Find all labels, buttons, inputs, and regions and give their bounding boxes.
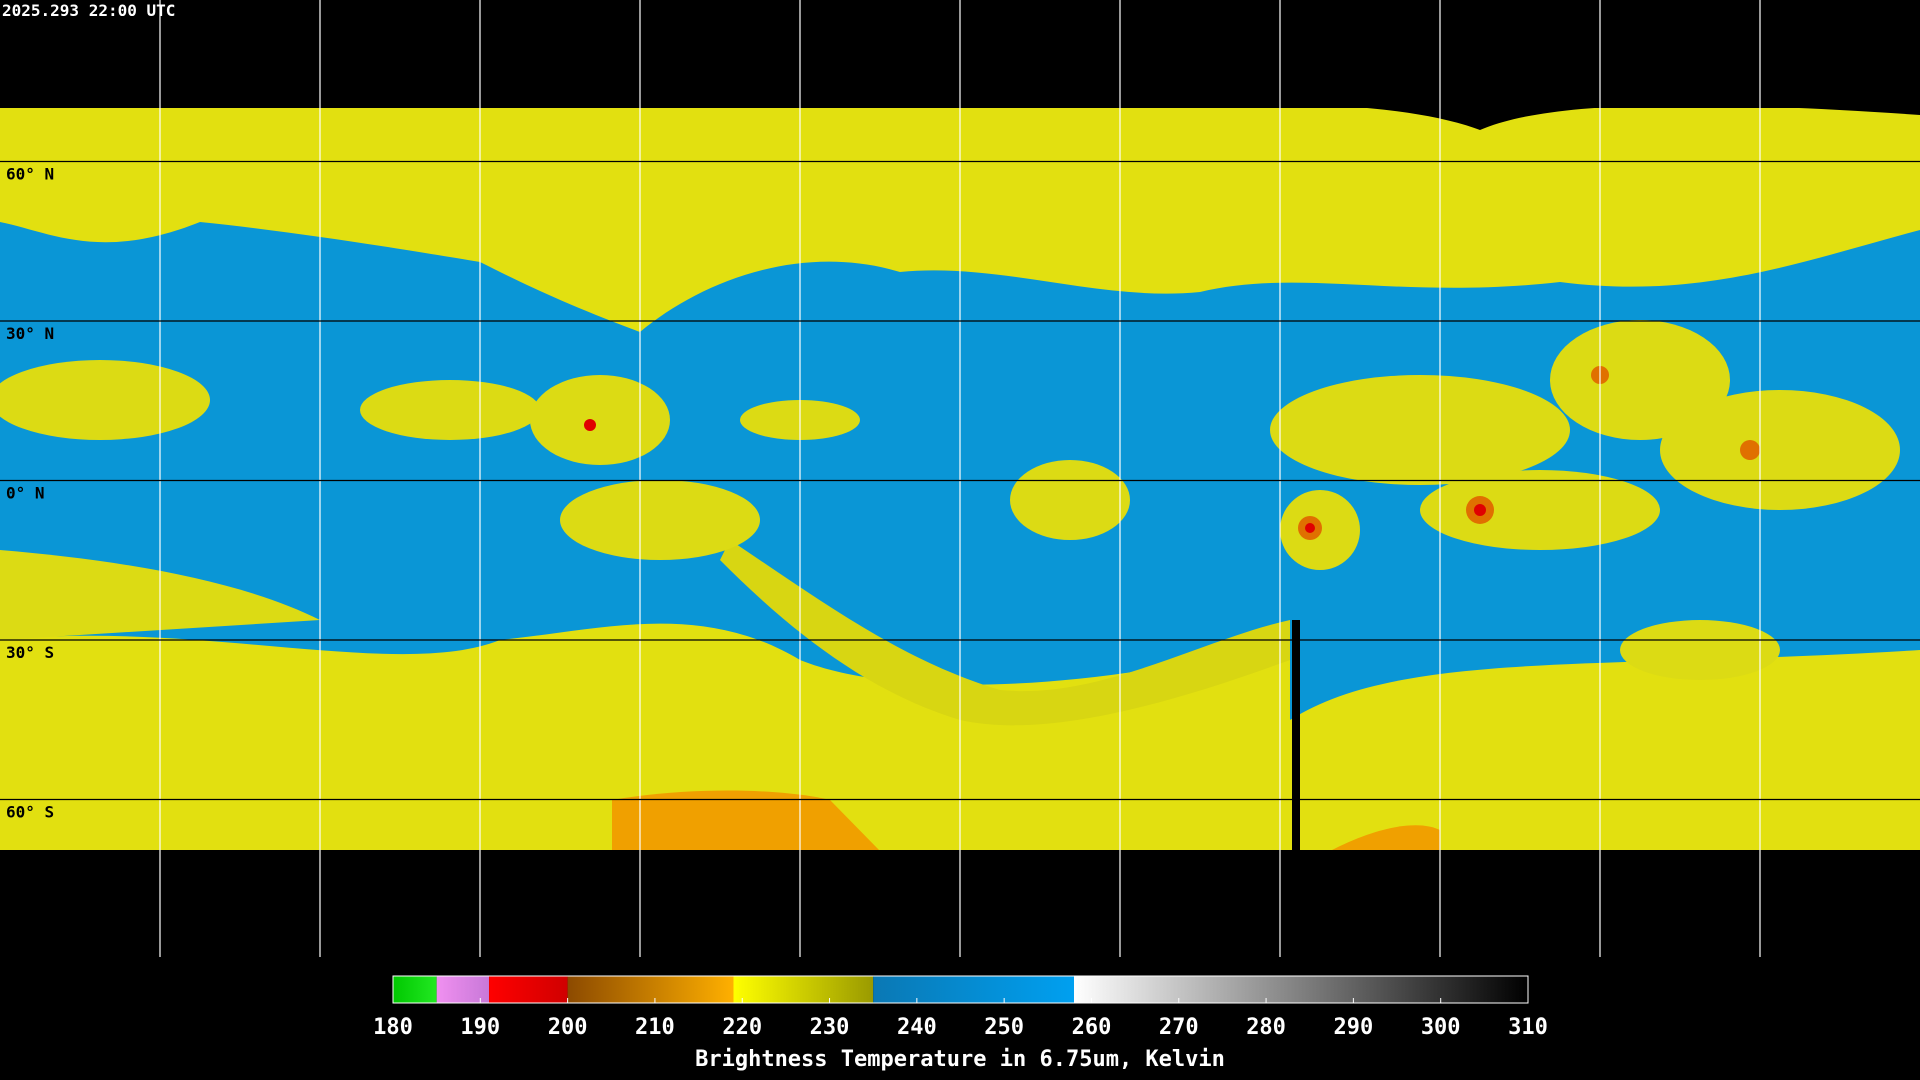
colorbar-segment — [567, 976, 734, 1003]
colorbar-segment — [489, 976, 568, 1003]
latitude-label: 30° S — [6, 643, 54, 662]
timestamp: 2025.293 22:00 UTC — [2, 1, 175, 20]
colorbar-segment — [393, 976, 437, 1003]
colorbar-tick-label: 240 — [897, 1015, 937, 1040]
latitude-label: 0° N — [6, 484, 45, 503]
colorbar-tick-label: 200 — [548, 1015, 588, 1040]
colorbar-tick-label: 280 — [1246, 1015, 1286, 1040]
cold-anomaly — [612, 790, 880, 851]
colorbar-tick-label: 220 — [722, 1015, 762, 1040]
colorbar-tick-label: 210 — [635, 1015, 675, 1040]
colorbar-tick-label: 180 — [373, 1015, 413, 1040]
latitude-label: 30° N — [6, 324, 54, 343]
colorbar-segment — [436, 976, 490, 1003]
no-data — [1292, 620, 1300, 850]
colorbar-tick-label: 190 — [460, 1015, 500, 1040]
colorbar-tick-label: 300 — [1421, 1015, 1461, 1040]
colorbar-segment — [733, 976, 874, 1003]
colorbar-frame — [392, 975, 1529, 1004]
colorbar: 180 190 200 210 220 230 240 250 260 270 280 290 300 3… — [373, 975, 1548, 1040]
colorbar-title: Brightness Temperature in 6.75um, Kelvin — [695, 1047, 1225, 1072]
cold-anomaly — [1330, 825, 1440, 851]
colorbar-tick-label: 270 — [1159, 1015, 1199, 1040]
latitude-label: 60° S — [6, 803, 54, 822]
colorbar-tick-label: 260 — [1072, 1015, 1112, 1040]
colorbar-tick-label: 310 — [1508, 1015, 1548, 1040]
moist-band — [720, 540, 1290, 726]
colorbar-segment — [873, 976, 1074, 1003]
graticule: 60° N 30° N 0° N 30° S 60° S — [0, 0, 1920, 957]
colorbar-tick-label: 250 — [984, 1015, 1024, 1040]
colorbar-tick-label: 290 — [1334, 1015, 1374, 1040]
colorbar-segment — [1074, 976, 1528, 1003]
colorbar-tick-label: 230 — [810, 1015, 850, 1040]
latitude-label: 60° N — [6, 165, 54, 184]
